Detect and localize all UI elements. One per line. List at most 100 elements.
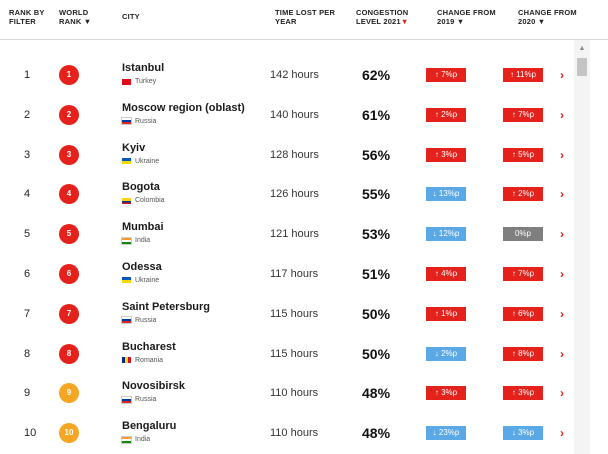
country-name: Ukraine (135, 276, 160, 284)
city-name[interactable]: Kyiv (122, 141, 146, 154)
rank-by-filter: 7 (24, 307, 31, 320)
city-name[interactable]: Mumbai (122, 221, 164, 234)
table-row[interactable]: 6 6 Odessa Ukraine 117 hours 51% ↑ 4%p ↑ 7%p › (0, 255, 574, 295)
header-congestion-text: LEVEL 2021 (356, 17, 401, 26)
scroll-thumb[interactable] (577, 58, 587, 76)
rank-by-filter: 5 (24, 228, 31, 241)
world-rank-badge: 3 (59, 144, 79, 165)
rank-by-filter: 2 (24, 108, 31, 121)
change-value: 3%p (518, 428, 535, 438)
romania-flag-icon (122, 357, 131, 364)
arrow-up-icon: ↑ (511, 268, 516, 278)
city-name[interactable]: Saint Petersburg (122, 300, 211, 313)
sort-down-arrow-icon: ▼ (456, 17, 465, 26)
country-label: Turkey (122, 78, 156, 85)
world-rank-badge: 6 (59, 263, 79, 284)
time-lost: 110 hours (270, 387, 319, 400)
change-badge-2019: ↑ 2%p (426, 107, 466, 122)
change-value: 23%p (438, 428, 460, 438)
vertical-scrollbar[interactable]: ▲ (574, 40, 590, 454)
change-badge-2020: ↓ 3%p (503, 426, 543, 441)
table-row[interactable]: 7 7 Saint Petersburg Russia 115 hours 50% ↑ 1%… (0, 295, 574, 335)
header-city[interactable]: CITY (122, 12, 140, 21)
change-badge-2019: ↓ 2%p (426, 346, 466, 361)
header-world-rank[interactable]: WORLD RANK ▼ (59, 8, 91, 26)
change-value: 7%p (518, 268, 535, 278)
city-name[interactable]: Novosibirsk (122, 380, 185, 393)
chevron-right-icon[interactable]: › (560, 266, 564, 281)
country-name: Russia (135, 117, 157, 125)
header-change-2019-line2: 2019 ▼ (437, 17, 496, 26)
world-rank-badge: 2 (59, 104, 79, 125)
chevron-right-icon[interactable]: › (560, 386, 564, 401)
header-change-2020-text: 2020 (518, 17, 536, 26)
arrow-down-icon: ↓ (432, 229, 437, 239)
city-name[interactable]: Bucharest (122, 340, 176, 353)
country-name: India (135, 237, 151, 245)
chevron-right-icon[interactable]: › (560, 187, 564, 202)
world-rank-badge: 8 (59, 343, 79, 364)
congestion-level: 62% (362, 67, 391, 83)
time-lost: 115 hours (270, 307, 319, 320)
header-time-lost[interactable]: TIME LOST PER YEAR (275, 8, 335, 26)
chevron-right-icon[interactable]: › (560, 147, 564, 162)
table-row[interactable]: 9 9 Novosibirsk Russia 110 hours 48% ↑ 3%p ↑ 3%… (0, 374, 574, 414)
header-world-rank-text: RANK (59, 17, 82, 26)
chevron-right-icon[interactable]: › (560, 68, 564, 82)
header-change-2019[interactable]: CHANGE FROM 2019 ▼ (437, 8, 496, 26)
world-rank-badge: 10 (59, 423, 79, 444)
header-congestion[interactable]: CONGESTION LEVEL 2021▼ (356, 8, 408, 26)
time-lost: 126 hours (270, 188, 319, 201)
congestion-level: 50% (362, 345, 391, 362)
change-value: 2%p (441, 109, 458, 119)
arrow-down-icon: ↓ (432, 189, 437, 199)
arrow-up-icon: ↑ (511, 348, 516, 358)
arrow-up-icon: ↑ (511, 189, 516, 199)
scroll-up-arrow-icon[interactable]: ▲ (578, 45, 586, 52)
chevron-right-icon[interactable]: › (560, 346, 564, 361)
header-congestion-line2: LEVEL 2021▼ (356, 17, 408, 26)
city-name[interactable]: Bogota (122, 181, 160, 194)
arrow-down-icon: ↓ (511, 428, 516, 438)
change-badge-2019: ↓ 23%p (426, 426, 466, 441)
chevron-right-icon[interactable]: › (560, 107, 564, 122)
table-row[interactable]: 10 10 Bengaluru India 110 hours 48% ↓ 23%p ↓ 3%… (0, 414, 574, 454)
change-badge-2020: ↑ 8%p (503, 346, 543, 361)
city-name[interactable]: Istanbul (122, 62, 165, 74)
header-rank-by-filter-line2: FILTER (9, 17, 36, 26)
turkey-flag-icon (122, 78, 131, 85)
country-label: Ukraine (122, 277, 159, 284)
ukraine-flag-icon (122, 158, 131, 165)
table-row[interactable]: 3 3 Kyiv Ukraine 128 hours 56% ↑ 3%p ↑ 5%p › (0, 136, 574, 176)
chevron-right-icon[interactable]: › (560, 227, 564, 242)
header-time-lost-line2: YEAR (275, 17, 297, 26)
change-value: 7%p (441, 70, 458, 79)
table-header: RANK BY FILTER WORLD RANK ▼ CITY TIME LO… (0, 0, 608, 40)
change-value: 2%p (518, 189, 535, 199)
header-rank-by-filter[interactable]: RANK BY FILTER (9, 8, 45, 26)
change-badge-2020: ↑ 11%p (503, 68, 543, 82)
table-row[interactable]: 8 8 Bucharest Romania 115 hours 50% ↓ 2%p ↑ 8%p… (0, 335, 574, 375)
city-name[interactable]: Moscow region (oblast) (122, 101, 245, 114)
arrow-down-icon: ↓ (434, 348, 439, 358)
arrow-up-icon: ↑ (511, 109, 516, 119)
sort-down-arrow-icon: ▼ (400, 17, 409, 26)
header-change-2020[interactable]: CHANGE FROM 2020 ▼ (518, 8, 577, 26)
change-badge-2020: ↑ 6%p (503, 306, 543, 321)
table-row[interactable]: 1 1 Istanbul Turkey 142 hours 62% ↑ 7%p ↑ 11%p › (0, 56, 574, 96)
chevron-right-icon[interactable]: › (560, 426, 564, 441)
change-badge-2019: ↑ 3%p (426, 147, 466, 162)
table-row[interactable]: 5 5 Mumbai India 121 hours 53% ↓ 12%p 0%p › (0, 215, 574, 255)
country-label: Russia (121, 117, 157, 126)
congestion-level: 53% (362, 226, 391, 243)
arrow-down-icon: ↓ (432, 428, 437, 438)
time-lost: 142 hours (270, 69, 319, 81)
city-name[interactable]: Bengaluru (122, 420, 177, 433)
table-row[interactable]: 4 4 Bogota Colombia 126 hours 55% ↓ 13%p ↑ 2%p › (0, 175, 574, 215)
chevron-right-icon[interactable]: › (560, 306, 564, 321)
country-name: India (135, 436, 151, 444)
russia-flag-icon (121, 316, 132, 325)
table-row[interactable]: 2 2 Moscow region (oblast) Russia 140 hours 6… (0, 96, 574, 136)
arrow-up-icon: ↑ (511, 149, 516, 159)
city-name[interactable]: Odessa (122, 260, 162, 273)
